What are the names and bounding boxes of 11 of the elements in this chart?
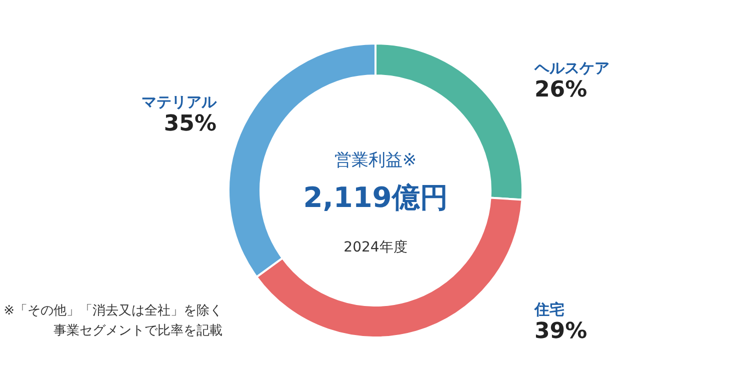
text: ※「その他」「消去又は全社」を除く <box>4 304 223 318</box>
slice-label: マテリアル <box>142 92 218 111</box>
text: 営業利益※ <box>334 150 417 170</box>
slice-label: ヘルスケア <box>534 58 610 77</box>
text: 2,119億円 <box>303 181 448 214</box>
data-label: 35% <box>164 111 217 136</box>
slice-label: 住宅 <box>534 300 564 319</box>
text: 事業セグメントで比率を記載 <box>54 322 222 338</box>
data-label: 26% <box>534 77 588 102</box>
text: 2024年度 <box>344 240 408 256</box>
data-label: 39% <box>534 319 588 344</box>
